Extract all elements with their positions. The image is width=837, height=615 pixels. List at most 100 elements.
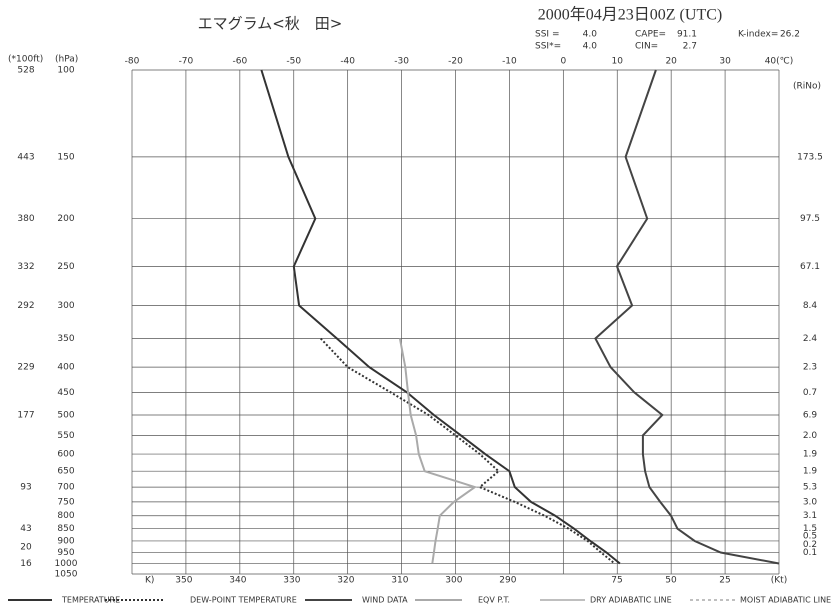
x-tick-label: 10: [612, 57, 624, 67]
index-label: CIN=: [635, 42, 658, 52]
y-tick-label: 900: [57, 536, 74, 546]
y-tick-label: 200: [57, 214, 74, 224]
y-tick-label: 450: [57, 388, 74, 398]
legend-label: MOIST ADIABATIC LINE: [740, 596, 831, 605]
height-label: 20: [20, 542, 32, 552]
series-line: [594, 69, 780, 565]
x2-axis-label: K): [145, 576, 154, 586]
height-label: 332: [17, 262, 34, 272]
x3-tick-label: 50: [665, 576, 677, 586]
rino-label: 0.1: [803, 548, 817, 558]
x2-tick-label: 340: [229, 576, 246, 586]
rino-label: 1.9: [803, 467, 818, 477]
index-value: 91.1: [677, 30, 697, 40]
x2-tick-label: 320: [337, 576, 354, 586]
rino-label: (RiNo): [793, 82, 821, 92]
rino-label: 1.5: [803, 524, 817, 534]
x-tick-label: -30: [394, 57, 409, 67]
y-tick-label: 300: [57, 301, 74, 311]
legend-label: DEW-POINT TEMPERATURE: [190, 596, 297, 605]
x-tick-label: -80: [125, 57, 140, 67]
height-label: 443: [17, 152, 34, 162]
height-label: 528: [17, 66, 34, 76]
legend-label: DRY ADIABATIC LINE: [590, 596, 672, 605]
rino-label: 3.0: [803, 497, 818, 507]
index-value: 26.2: [780, 30, 800, 40]
index-label: K-index=: [738, 30, 778, 40]
index-value: 2.7: [683, 42, 697, 52]
rino-label: 3.1: [803, 511, 817, 521]
height-label: 380: [17, 214, 34, 224]
height-label: 43: [20, 524, 31, 534]
x2-tick-label: 300: [445, 576, 462, 586]
x2-tick-label: 290: [499, 576, 516, 586]
y-axis-label: (hPa): [55, 55, 78, 65]
y-tick-label: 800: [57, 511, 74, 521]
series-line: [260, 69, 621, 565]
rino-label: 2.4: [803, 334, 818, 344]
chart-subtitle: 2000年04月23日00Z (UTC): [538, 6, 722, 24]
rino-label: 0.5: [803, 532, 817, 542]
y-tick-label: 400: [57, 363, 74, 373]
height-label: 93: [20, 483, 31, 493]
y-tick-label: 250: [57, 262, 74, 272]
x2-tick-label: 330: [283, 576, 300, 586]
rino-label: 8.4: [803, 301, 818, 311]
y-tick-label: 850: [57, 524, 74, 534]
y-tick-label: 350: [57, 334, 74, 344]
x3-tick-label: 75: [611, 576, 622, 586]
rino-label: 2.0: [803, 431, 818, 441]
legend-label: WIND DATA: [362, 596, 408, 605]
y-tick-label: 550: [57, 431, 74, 441]
series-line: [319, 337, 616, 565]
x-tick-label: 40(℃): [765, 57, 794, 67]
height-label: 292: [17, 301, 34, 311]
rino-label: 173.5: [797, 152, 823, 162]
y-tick-label: 700: [57, 483, 74, 493]
index-label: SSI =: [535, 30, 559, 40]
rino-label: 0.7: [803, 388, 817, 398]
x-tick-label: -50: [286, 57, 301, 67]
rino-label: 2.3: [803, 363, 817, 373]
y-tick-label: 750: [57, 497, 74, 507]
legend-label: TEMPERATURE: [61, 596, 120, 605]
legend-label: EQV P.T.: [478, 596, 510, 605]
x3-tick-label: 25: [719, 576, 730, 586]
index-value: 4.0: [583, 30, 598, 40]
rino-label: 67.1: [800, 262, 820, 272]
x-tick-label: -70: [179, 57, 194, 67]
y-tick-label: 650: [57, 467, 74, 477]
height-label: 16: [20, 559, 32, 569]
y-tick-label: 1050: [55, 570, 78, 580]
height-label: 177: [17, 410, 34, 420]
height-label: 229: [17, 363, 34, 373]
y-tick-label: 500: [57, 410, 74, 420]
y-tick-label: 600: [57, 450, 74, 460]
x-tick-label: 20: [665, 57, 677, 67]
index-value: 4.0: [583, 42, 598, 52]
chart-title: エマグラム<秋 田>: [198, 15, 343, 33]
rino-label: 6.9: [803, 410, 818, 420]
x-tick-label: 30: [719, 57, 731, 67]
x-tick-label: 0: [560, 57, 566, 67]
rino-label: 0.2: [803, 540, 817, 550]
x3-tick-label: (Kt): [771, 576, 787, 586]
x-tick-label: -40: [340, 57, 355, 67]
x-tick-label: -20: [448, 57, 463, 67]
series-line: [398, 338, 478, 564]
x-tick-label: -60: [232, 57, 247, 67]
y-tick-label: 950: [57, 548, 74, 558]
x-tick-label: -10: [502, 57, 517, 67]
x2-tick-label: 310: [391, 576, 408, 586]
rino-label: 1.9: [803, 450, 818, 460]
y-tick-label: 1000: [55, 559, 78, 569]
index-label: CAPE=: [635, 30, 666, 40]
index-label: SSI*=: [535, 42, 561, 52]
rino-label: 5.3: [803, 483, 817, 493]
x2-tick-label: 350: [175, 576, 192, 586]
y-tick-label: 150: [57, 152, 74, 162]
rino-label: 97.5: [800, 214, 820, 224]
y-tick-label: 100: [57, 66, 74, 76]
